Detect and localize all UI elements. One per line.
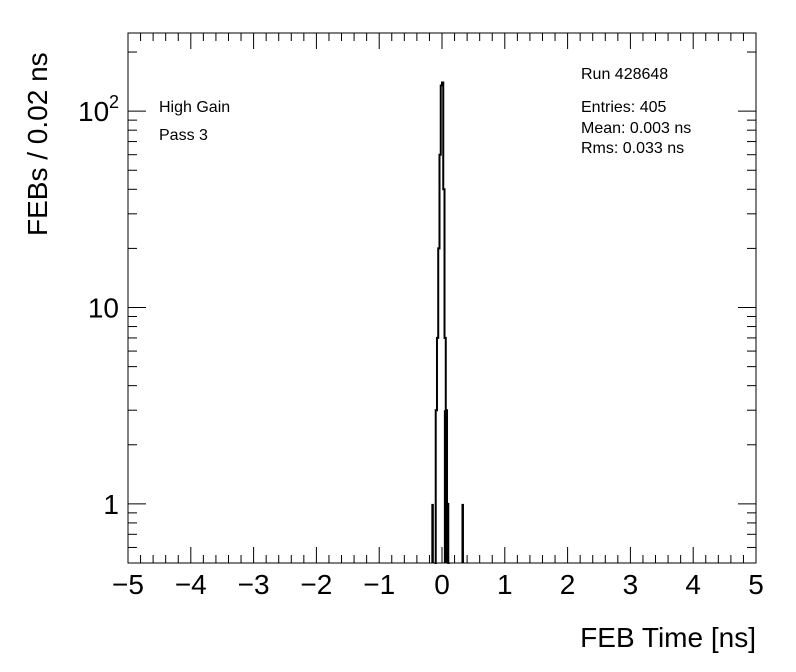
y-tick-label: 1 xyxy=(103,489,119,520)
x-tick-label: 1 xyxy=(497,569,513,600)
x-tick-label: 4 xyxy=(685,569,701,600)
x-tick-label: −1 xyxy=(363,569,395,600)
mean-label: Mean: 0.003 ns xyxy=(581,120,692,137)
x-tick-label: 5 xyxy=(748,569,764,600)
x-tick-label: 2 xyxy=(560,569,576,600)
pass-label: Pass 3 xyxy=(159,127,208,144)
x-tick-label: −2 xyxy=(300,569,332,600)
x-axis-title: FEB Time [ns] xyxy=(580,622,756,653)
x-tick-label: −5 xyxy=(112,569,144,600)
gain-label: High Gain xyxy=(159,99,231,116)
entries-label: Entries: 405 xyxy=(581,99,667,116)
y-tick-exponent: 2 xyxy=(109,92,119,112)
histogram-line xyxy=(434,81,450,564)
rms-label: Rms: 0.033 ns xyxy=(581,140,685,157)
y-tick-label: 10 xyxy=(78,96,109,127)
x-tick-label: −3 xyxy=(238,569,270,600)
y-tick-label: 10 xyxy=(88,293,119,324)
x-tick-label: 3 xyxy=(623,569,639,600)
x-tick-label: −4 xyxy=(175,569,207,600)
x-tick-label: 0 xyxy=(434,569,450,600)
run-label: Run 428648 xyxy=(581,66,669,83)
y-axis-title: FEBs / 0.02 ns xyxy=(22,52,53,236)
